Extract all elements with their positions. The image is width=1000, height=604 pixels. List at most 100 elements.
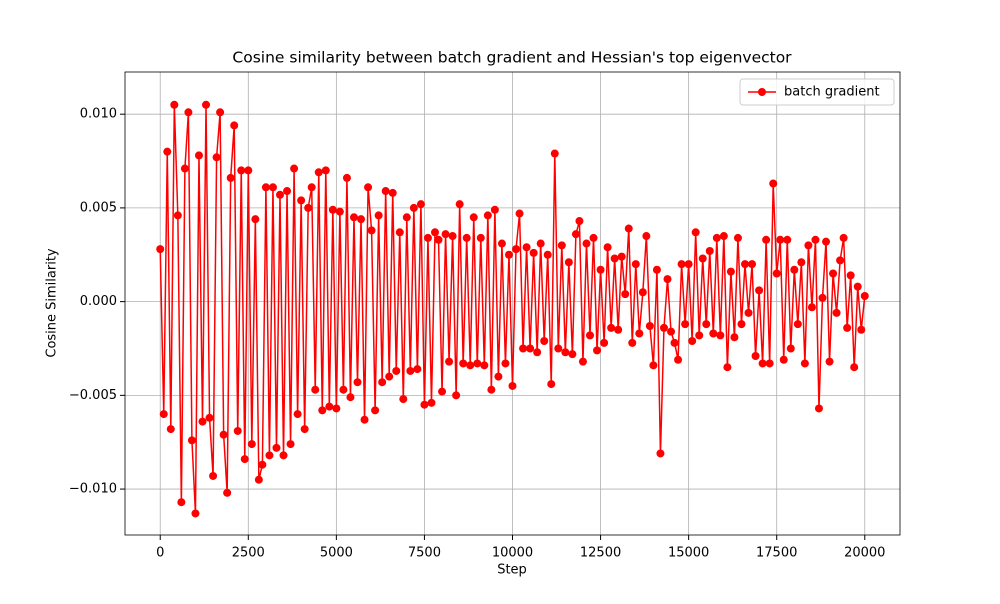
data-point bbox=[321, 166, 330, 175]
data-point bbox=[769, 179, 778, 188]
data-point bbox=[596, 265, 605, 274]
data-point bbox=[311, 385, 320, 394]
data-point bbox=[550, 149, 559, 158]
x-tick-label: 17500 bbox=[756, 546, 797, 561]
data-point bbox=[850, 363, 859, 372]
data-point bbox=[314, 168, 323, 177]
data-point bbox=[578, 357, 587, 366]
data-point bbox=[571, 230, 580, 239]
data-point bbox=[744, 308, 753, 317]
data-point bbox=[406, 366, 415, 375]
data-point bbox=[814, 404, 823, 413]
data-point bbox=[667, 327, 676, 336]
data-point bbox=[156, 245, 165, 254]
data-point bbox=[663, 275, 672, 284]
data-point bbox=[677, 260, 686, 269]
data-point bbox=[290, 164, 299, 173]
data-point bbox=[843, 323, 852, 332]
data-point bbox=[198, 417, 207, 426]
data-point bbox=[716, 331, 725, 340]
data-point bbox=[818, 293, 827, 302]
data-point bbox=[762, 235, 771, 244]
data-point bbox=[265, 451, 274, 460]
data-point bbox=[427, 398, 436, 407]
data-point bbox=[536, 239, 545, 248]
data-point bbox=[698, 254, 707, 263]
plot-frame bbox=[124, 71, 901, 536]
data-point bbox=[582, 239, 591, 248]
data-point bbox=[487, 385, 496, 394]
data-point bbox=[166, 425, 175, 434]
data-point bbox=[614, 325, 623, 334]
data-point bbox=[533, 348, 542, 357]
data-point bbox=[522, 243, 531, 252]
data-point bbox=[244, 166, 253, 175]
data-point bbox=[293, 410, 302, 419]
data-point bbox=[695, 331, 704, 340]
data-point bbox=[212, 153, 221, 162]
data-point bbox=[800, 359, 809, 368]
data-point bbox=[751, 351, 760, 360]
data-point bbox=[628, 338, 637, 347]
data-point bbox=[529, 248, 538, 257]
data-point bbox=[392, 366, 401, 375]
data-point bbox=[586, 331, 594, 340]
data-point bbox=[737, 320, 746, 329]
data-point bbox=[254, 475, 263, 484]
y-axis-label: Cosine Similarity bbox=[45, 248, 60, 358]
data-point bbox=[202, 100, 211, 109]
data-point bbox=[261, 183, 270, 192]
data-point bbox=[776, 235, 785, 244]
data-point bbox=[335, 207, 344, 216]
y-tick-label: 0.010 bbox=[80, 107, 117, 122]
data-point bbox=[226, 173, 235, 182]
data-point bbox=[543, 250, 552, 259]
x-tick-label: 15000 bbox=[668, 546, 709, 561]
y-tick-label: −0.010 bbox=[69, 482, 117, 497]
data-point bbox=[177, 498, 186, 507]
data-point bbox=[395, 228, 404, 237]
data-point bbox=[473, 359, 482, 368]
data-point bbox=[568, 350, 577, 359]
data-point bbox=[445, 357, 454, 366]
data-point bbox=[452, 391, 461, 400]
data-point bbox=[441, 230, 450, 239]
data-point bbox=[705, 247, 714, 256]
x-tick-label: 0 bbox=[156, 546, 164, 561]
data-point bbox=[730, 333, 739, 342]
data-point bbox=[286, 440, 295, 449]
data-point bbox=[466, 361, 475, 370]
data-point bbox=[504, 250, 513, 259]
data-point bbox=[279, 451, 288, 460]
data-point bbox=[191, 509, 200, 518]
data-point bbox=[325, 402, 334, 411]
data-point bbox=[318, 406, 327, 415]
data-point bbox=[684, 260, 693, 269]
data-point bbox=[515, 209, 524, 218]
y-tick-label: −0.005 bbox=[69, 388, 117, 403]
data-point bbox=[194, 151, 203, 160]
data-point bbox=[519, 344, 528, 353]
data-point bbox=[276, 190, 284, 199]
data-point bbox=[645, 321, 654, 330]
data-point bbox=[603, 243, 612, 252]
data-point bbox=[547, 380, 556, 389]
data-point bbox=[173, 211, 182, 220]
y-tick-label: 0.005 bbox=[80, 200, 117, 215]
data-point bbox=[462, 233, 471, 242]
data-point bbox=[251, 215, 260, 224]
data-point bbox=[353, 378, 362, 387]
data-point bbox=[691, 228, 700, 237]
data-point bbox=[674, 355, 683, 364]
data-point bbox=[832, 308, 841, 317]
legend-box bbox=[739, 78, 895, 106]
x-axis-label: Step bbox=[497, 563, 527, 578]
data-point bbox=[402, 213, 411, 222]
data-point bbox=[779, 355, 788, 364]
data-point bbox=[438, 387, 447, 396]
data-point bbox=[564, 258, 573, 267]
data-point bbox=[180, 164, 189, 173]
data-point bbox=[381, 187, 390, 196]
data-point bbox=[846, 271, 855, 280]
data-point bbox=[712, 233, 721, 242]
